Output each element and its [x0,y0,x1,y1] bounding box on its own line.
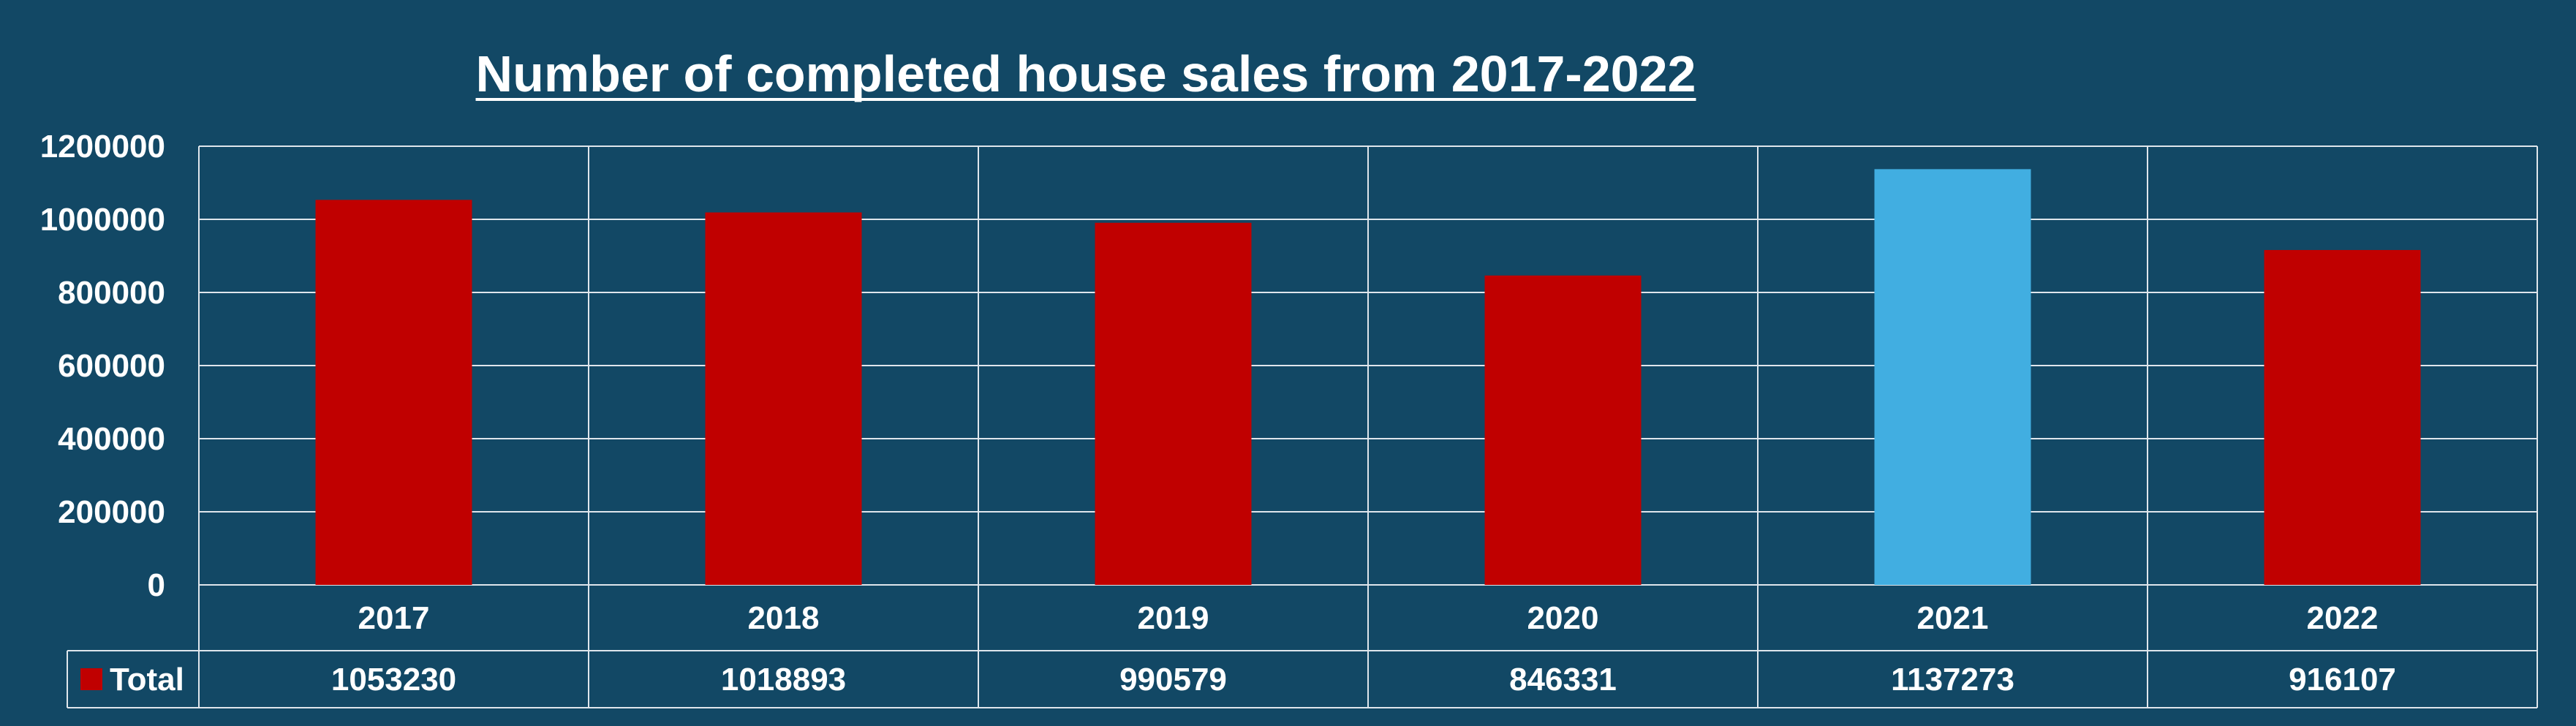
data-table: Total 2017 1053230 2018 1018893 2019 990579 202… [67,600,2537,708]
table-value-2018: 1018893 [721,662,846,697]
bar-2017 [315,200,472,585]
y-tick-label: 1200000 [40,129,165,165]
table-value-2019: 990579 [1119,662,1227,697]
table-value-2022: 916107 [2289,662,2396,697]
y-tick-label: 0 [148,567,165,603]
x-category-label: 2020 [1527,600,1599,636]
bars [315,169,2421,585]
table-value-2020: 846331 [1509,662,1617,697]
y-tick-label: 800000 [58,275,165,311]
bar-2022 [2264,249,2421,585]
bar-2021 [1874,169,2031,585]
x-category-label: 2018 [748,600,820,636]
bar-2019 [1095,222,1252,585]
y-tick-label: 200000 [58,494,165,530]
x-category-label: 2021 [1917,600,1989,636]
y-axis-ticks: 0 200000 400000 600000 800000 1000000 1200000 [40,129,165,603]
x-category-label: 2022 [2307,600,2379,636]
bar-2020 [1484,275,1642,585]
legend-label-total: Total [110,662,184,697]
y-tick-label: 600000 [58,348,165,384]
table-value-2017: 1053230 [331,662,456,697]
x-category-label: 2017 [358,600,430,636]
gridlines [198,145,2538,708]
table-value-2021: 1137273 [1891,662,2014,697]
y-tick-label: 400000 [58,421,165,457]
x-category-label: 2019 [1138,600,1209,636]
chart-title: Number of completed house sales from 201… [476,45,1696,102]
legend-key-total [80,668,102,690]
bar-2018 [705,212,862,585]
y-tick-label: 1000000 [40,202,165,238]
